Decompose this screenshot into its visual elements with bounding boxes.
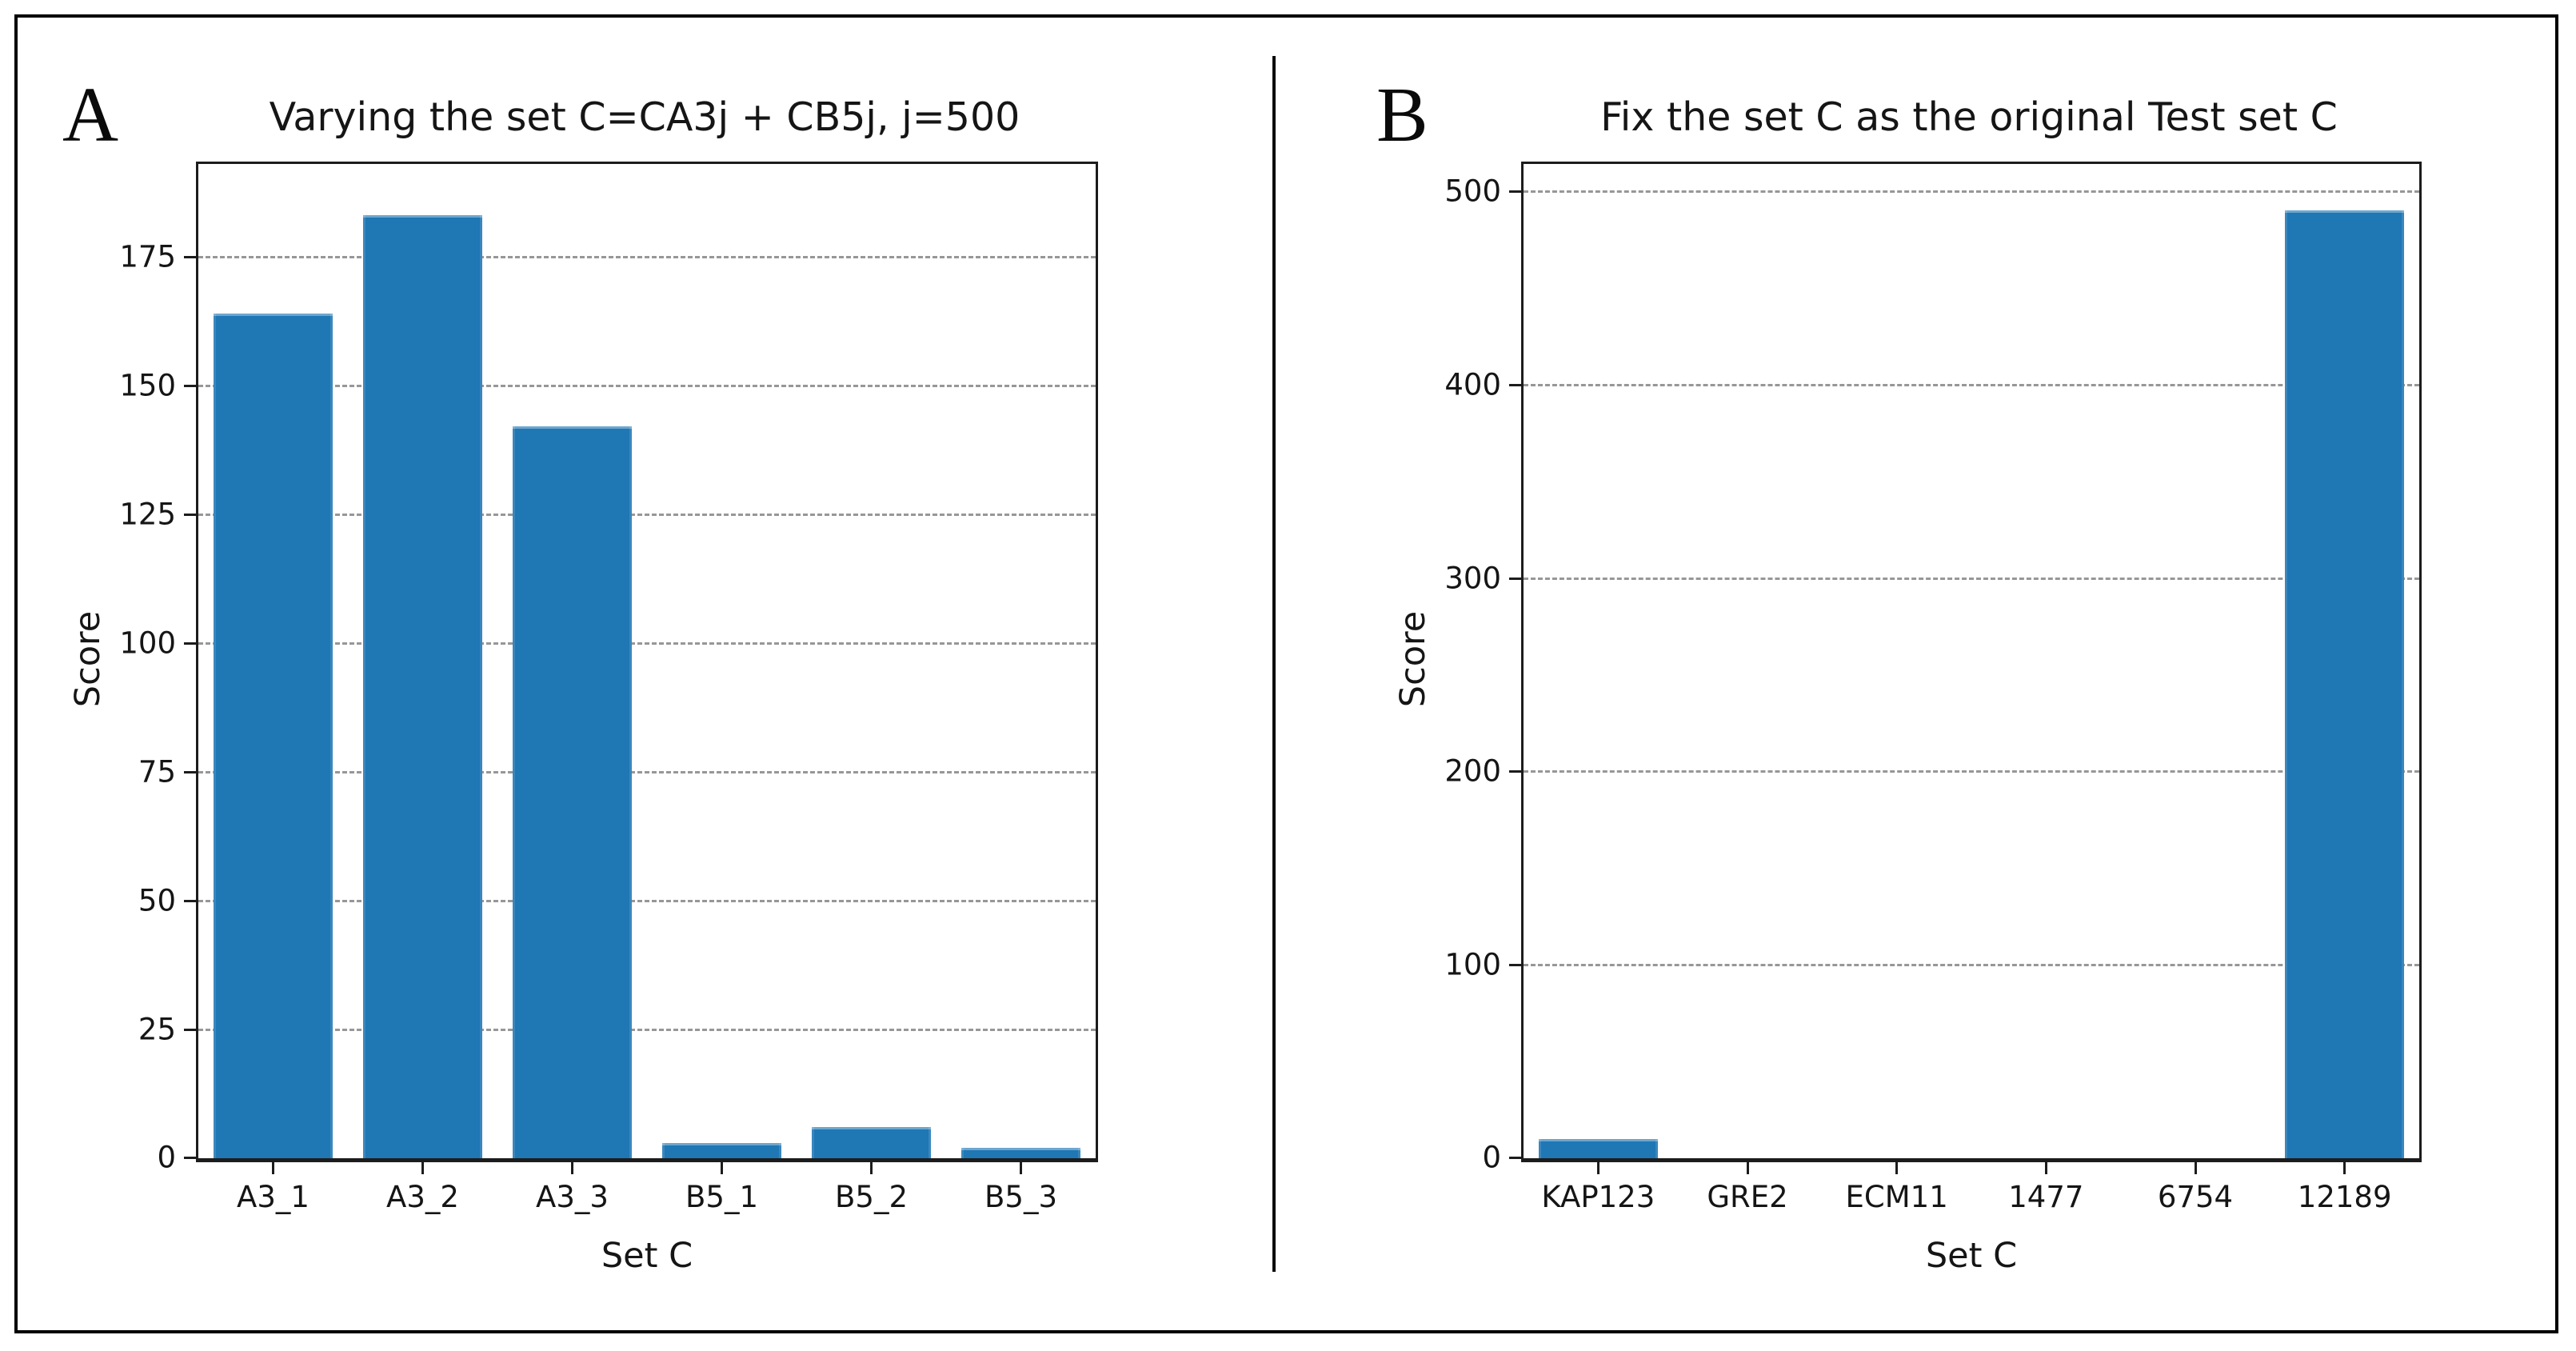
bar-A3_1 — [213, 313, 333, 1158]
gridline-y-175 — [198, 255, 1096, 258]
x-tick-mark — [1596, 1162, 1600, 1174]
bar-B5_1 — [661, 1142, 782, 1158]
y-tick-mark — [184, 770, 196, 773]
y-tick-mark — [184, 1028, 196, 1031]
y-tick-label: 200 — [1444, 753, 1501, 789]
x-tick-mark — [721, 1162, 723, 1174]
panel-letter-b: B — [1376, 72, 1428, 158]
bar-B5_3 — [961, 1148, 1081, 1158]
y-tick-mark — [1509, 770, 1521, 773]
gridline-y-150 — [198, 384, 1096, 387]
y-tick-mark — [1509, 964, 1521, 967]
x-tick-mark — [2194, 1162, 2197, 1174]
bar-12189 — [2285, 210, 2405, 1158]
y-tick-mark — [184, 642, 196, 645]
y-tick-mark — [184, 899, 196, 902]
x-tick-mark — [1895, 1162, 1899, 1174]
x-axis-label-b: Set C — [1925, 1236, 2018, 1276]
panel-letter-a: A — [62, 72, 119, 158]
axes-a — [196, 162, 1098, 1162]
bar-B5_2 — [811, 1127, 932, 1158]
x-tick-mark — [272, 1162, 274, 1174]
bar-A3_3 — [512, 426, 633, 1158]
gridline-y-25 — [198, 1028, 1096, 1031]
x-tick-label: GRE2 — [1707, 1180, 1788, 1214]
x-tick-mark — [1746, 1162, 1749, 1174]
y-tick-mark — [184, 384, 196, 387]
panel-a: A Varying the set C=CA3j + CB5j, j=500 S… — [0, 0, 1272, 1322]
y-tick-mark — [1509, 190, 1521, 193]
x-tick-label: 6754 — [2157, 1180, 2234, 1214]
y-tick-mark — [1509, 1157, 1521, 1159]
gridline-y-100 — [1524, 964, 2419, 967]
x-tick-label: A3_3 — [536, 1180, 609, 1214]
x-tick-mark — [2343, 1162, 2346, 1174]
x-tick-label: A3_1 — [237, 1180, 310, 1214]
y-tick-label: 400 — [1444, 367, 1501, 402]
y-tick-label: 0 — [1482, 1140, 1501, 1175]
y-tick-label: 100 — [119, 626, 176, 661]
panel-b: B Fix the set C as the original Test set… — [1272, 0, 2537, 1322]
panel-divider — [1272, 56, 1276, 1272]
gridline-y-125 — [198, 513, 1096, 516]
y-tick-label: 100 — [1444, 947, 1501, 982]
axes-b — [1521, 162, 2422, 1162]
y-tick-mark — [1509, 383, 1521, 386]
x-tick-label: ECM11 — [1845, 1180, 1948, 1214]
gridline-y-100 — [198, 642, 1096, 645]
y-tick-mark — [1509, 577, 1521, 580]
y-tick-label: 150 — [119, 368, 176, 403]
x-tick-label: 1477 — [2008, 1180, 2084, 1214]
y-tick-mark — [184, 255, 196, 258]
y-tick-label: 25 — [138, 1012, 176, 1047]
bar-A3_2 — [362, 215, 483, 1158]
y-tick-label: 300 — [1444, 561, 1501, 595]
gridline-y-400 — [1524, 383, 2419, 386]
chart-title-a: Varying the set C=CA3j + CB5j, j=500 — [269, 94, 1020, 140]
gridline-y-500 — [1524, 190, 2419, 193]
x-tick-mark — [2044, 1162, 2047, 1174]
x-tick-label: B5_1 — [685, 1180, 758, 1214]
x-tick-label: B5_3 — [984, 1180, 1057, 1214]
y-tick-mark — [184, 1157, 196, 1159]
y-tick-label: 125 — [119, 497, 176, 532]
x-axis-label-a: Set C — [601, 1236, 693, 1276]
y-tick-mark — [184, 513, 196, 516]
x-tick-mark — [421, 1162, 424, 1174]
gridline-y-200 — [1524, 770, 2419, 773]
x-tick-label: KAP123 — [1541, 1180, 1655, 1214]
x-tick-mark — [571, 1162, 573, 1174]
x-tick-mark — [870, 1162, 873, 1174]
gridline-y-300 — [1524, 577, 2419, 580]
x-tick-mark — [1020, 1162, 1022, 1174]
gridline-y-50 — [198, 899, 1096, 902]
y-tick-label: 0 — [157, 1140, 176, 1175]
bar-KAP123 — [1538, 1138, 1658, 1158]
y-tick-label: 75 — [138, 754, 176, 789]
x-tick-label: A3_2 — [386, 1180, 459, 1214]
y-axis-label-b: Score — [1393, 610, 1433, 707]
x-tick-label: 12189 — [2297, 1180, 2392, 1214]
chart-title-b: Fix the set C as the original Test set C — [1600, 94, 2338, 140]
gridline-y-75 — [198, 770, 1096, 773]
y-tick-label: 500 — [1444, 174, 1501, 209]
y-tick-label: 50 — [138, 883, 176, 918]
x-tick-label: B5_2 — [835, 1180, 908, 1214]
y-tick-label: 175 — [119, 239, 176, 274]
